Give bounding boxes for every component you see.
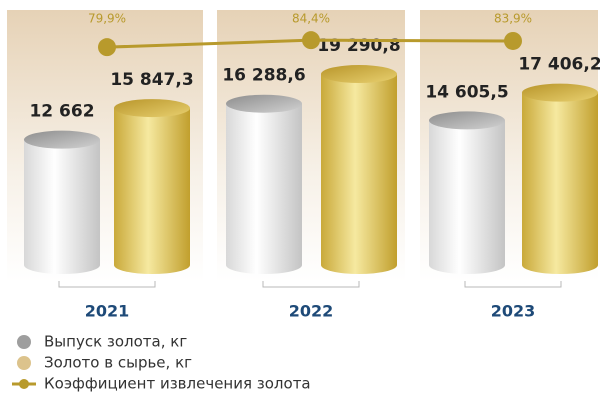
legend-label: Золото в сырье, кг: [44, 354, 192, 372]
cylinder-body: [24, 139, 100, 274]
cylinder-top: [522, 83, 598, 102]
x-tick-label: 2021: [85, 302, 130, 321]
legend-marker: [19, 379, 29, 389]
cylinder-body: [522, 92, 598, 274]
year-bracket: [464, 281, 562, 288]
line-point: [98, 38, 116, 57]
value-label: 79,9%: [88, 12, 126, 26]
bar: [522, 83, 598, 274]
cylinder-body: [226, 103, 302, 274]
cylinder-top: [24, 130, 100, 149]
bar: [114, 99, 190, 275]
legend-label: Коэффициент извлечения золота: [44, 375, 311, 393]
cylinder-body: [114, 108, 190, 275]
value-label: 14 605,5: [425, 82, 508, 102]
value-label: 15 847,3: [110, 70, 193, 90]
legend-marker: [17, 335, 31, 349]
cylinder-top: [114, 99, 190, 118]
bar: [321, 65, 397, 274]
year-bracket: [262, 281, 360, 288]
legend-label: Выпуск золота, кг: [44, 333, 187, 351]
line-point: [504, 31, 522, 50]
value-label: 17 406,2: [518, 55, 600, 75]
bar: [226, 94, 302, 274]
cylinder-body: [429, 120, 505, 274]
cylinder-body: [321, 74, 397, 274]
value-label: 84,4%: [292, 12, 330, 26]
cylinder-top: [429, 111, 505, 130]
value-label: 83,9%: [494, 12, 532, 26]
bar: [24, 130, 100, 274]
year-bracket: [58, 281, 156, 288]
value-label: 16 288,6: [222, 66, 305, 86]
x-tick-label: 2023: [491, 302, 536, 321]
legend-marker: [17, 356, 31, 370]
value-label: 12 662: [29, 102, 94, 122]
x-tick-label: 2022: [289, 302, 334, 321]
cylinder-top: [321, 65, 397, 84]
bar: [429, 111, 505, 274]
line-point: [302, 31, 320, 50]
cylinder-top: [226, 94, 302, 113]
